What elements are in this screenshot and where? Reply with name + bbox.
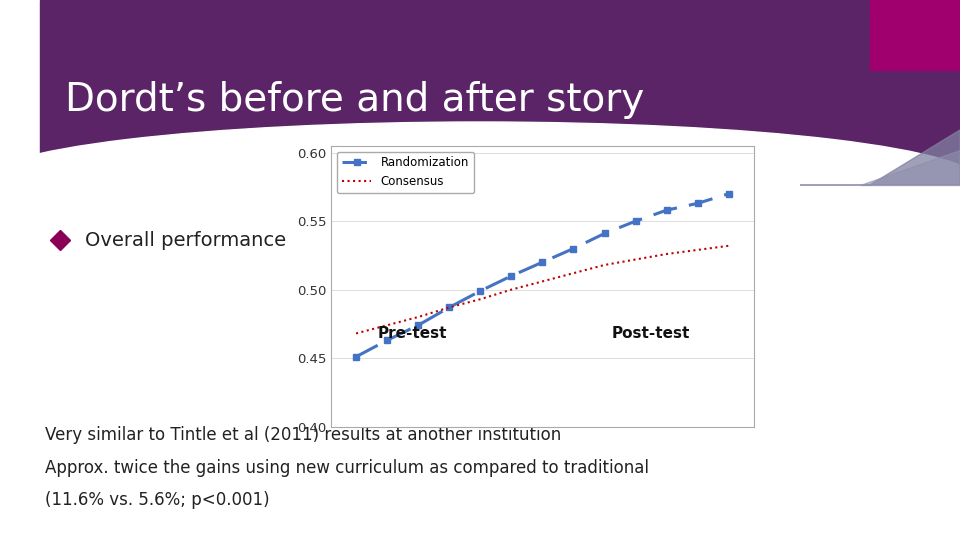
Consensus [630, 256, 641, 263]
Randomization [567, 245, 579, 252]
Text: Dordt’s before and after story: Dordt’s before and after story [65, 81, 644, 119]
Randomization [630, 218, 641, 225]
Randomization [474, 288, 486, 294]
Randomization [537, 259, 548, 266]
Legend: Randomization, Consensus: Randomization, Consensus [337, 152, 474, 193]
Randomization [350, 354, 362, 360]
Text: Post-test: Post-test [612, 326, 690, 341]
Randomization [692, 200, 704, 207]
Bar [40, 0, 960, 185]
Consensus [413, 314, 424, 320]
Text: Pre-test: Pre-test [377, 326, 446, 341]
Consensus [692, 247, 704, 253]
Randomization [660, 207, 672, 213]
Consensus [444, 304, 455, 310]
Randomization [413, 322, 424, 328]
Randomization [723, 191, 734, 197]
Line: Consensus: Consensus [356, 246, 729, 334]
Polygon shape [800, 130, 960, 185]
Consensus [537, 278, 548, 285]
Consensus [474, 296, 486, 302]
Consensus [567, 270, 579, 276]
Consensus [381, 322, 393, 328]
Randomization [381, 337, 393, 343]
Text: (11.6% vs. 5.6%; p<0.001): (11.6% vs. 5.6%; p<0.001) [45, 491, 270, 509]
Bar [870, 0, 960, 70]
Consensus [660, 251, 672, 257]
Polygon shape [860, 150, 960, 185]
Ellipse shape [0, 122, 960, 242]
Text: Very similar to Tintle et al (2011) results at another institution: Very similar to Tintle et al (2011) resu… [45, 426, 562, 444]
Randomization [599, 230, 611, 237]
Consensus [506, 286, 517, 293]
Randomization [444, 304, 455, 310]
Line: Randomization: Randomization [353, 191, 732, 360]
Consensus [350, 330, 362, 337]
Consensus [723, 242, 734, 249]
Randomization [506, 273, 517, 279]
Text: Approx. twice the gains using new curriculum as compared to traditional: Approx. twice the gains using new curric… [45, 459, 649, 477]
Consensus [599, 262, 611, 268]
Text: Overall performance: Overall performance [85, 231, 286, 249]
